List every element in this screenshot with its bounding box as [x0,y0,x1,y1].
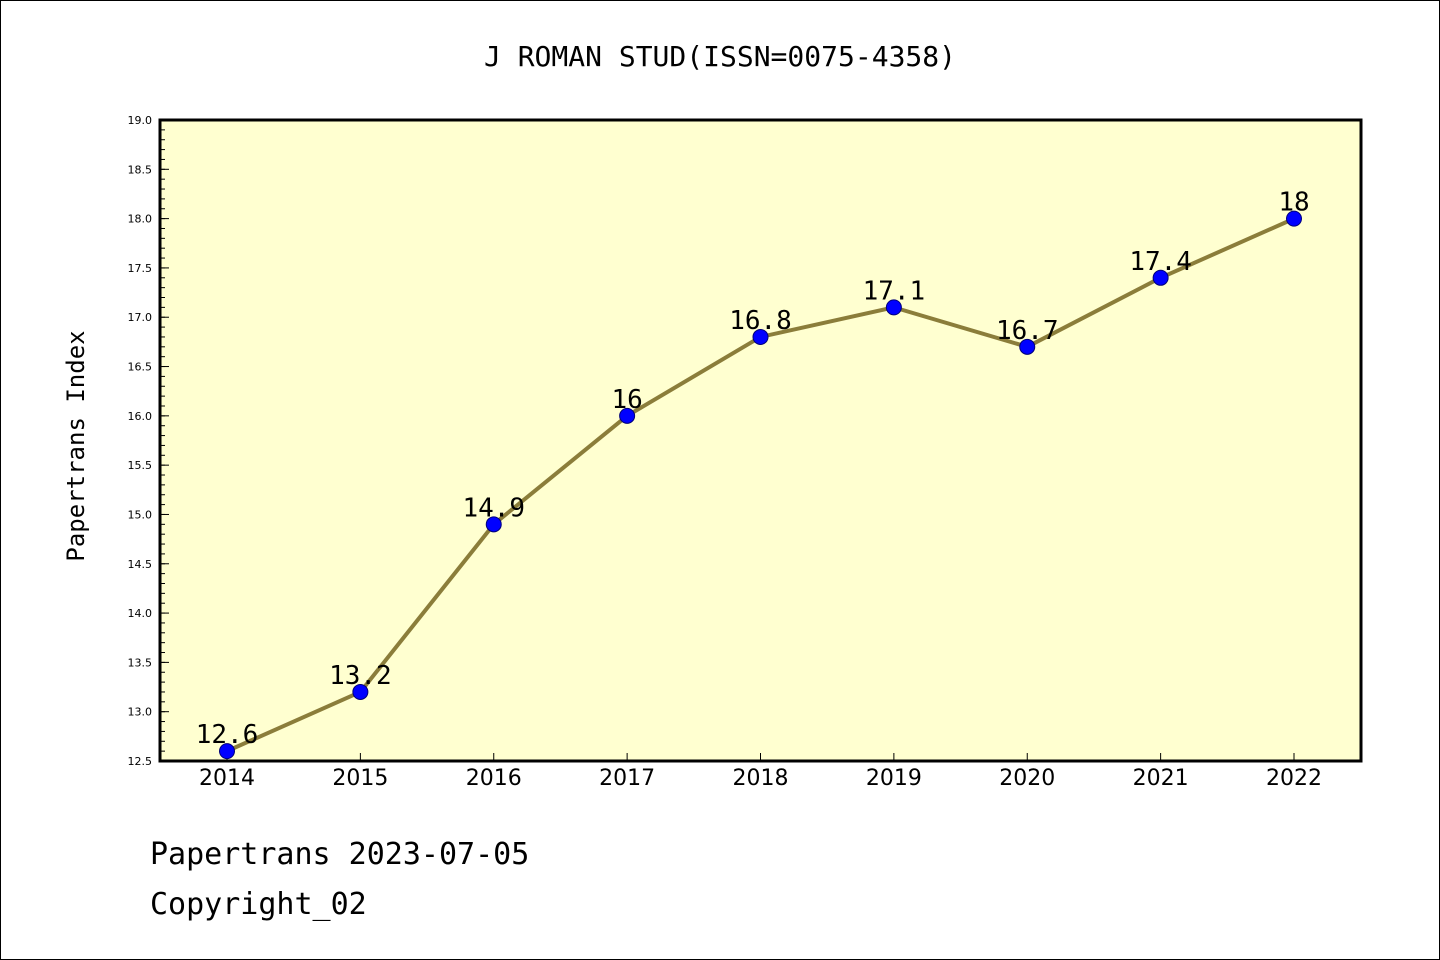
data-point [752,328,769,345]
y-axis-label: Papertrans Index [62,330,90,561]
y-tick-label: 14.0 [128,607,153,620]
y-tick-label: 13.0 [128,706,153,719]
data-point [352,683,369,700]
data-point [1019,338,1036,355]
data-label: 18 [1278,188,1309,218]
chart-title: J ROMAN STUD(ISSN=0075-4358) [484,40,956,73]
data-label: 14.9 [462,493,525,523]
y-axis: 12.5 13.0 13.5 14.0 14.5 15.0 15.5 16.0 16.5 17.0… [128,114,169,768]
series-group: 12.6 13.2 14.9 16 16.8 17.1 16.7 17.4 18 [196,188,1310,760]
data-label: 13.2 [329,661,392,691]
x-tick-label: 2019 [866,766,922,791]
y-tick-label: 15.5 [128,459,153,472]
footer-date: Papertrans 2023-07-05 [150,837,529,872]
footer-copyright: Copyright_02 [150,887,367,922]
y-tick-label: 16.5 [128,361,153,374]
y-tick-label: 18.0 [128,213,153,226]
x-tick-label: 2014 [199,766,255,791]
data-label: 16.7 [996,316,1059,346]
y-tick-label: 17.0 [128,311,153,324]
data-point [885,299,902,316]
data-label: 16.8 [729,306,792,336]
y-tick-label: 14.5 [128,558,153,571]
x-tick-label: 2022 [1266,766,1322,791]
x-tick-label: 2015 [332,766,388,791]
y-tick-label: 17.5 [128,262,153,275]
data-label: 16 [611,385,642,415]
x-tick-label: 2016 [466,766,522,791]
y-tick-label: 19.0 [128,114,153,127]
data-label: 12.6 [196,720,259,750]
x-tick-label: 2017 [599,766,655,791]
x-axis: 2014 2015 2016 2017 2018 2019 2020 2021 2022 [199,753,1322,791]
data-point [619,407,636,424]
data-label: 17.1 [863,276,926,306]
data-point [1286,210,1302,227]
y-tick-label: 18.5 [128,163,153,176]
plot-area [158,118,1363,763]
x-tick-label: 2021 [1133,766,1189,791]
y-tick-label: 16.0 [128,410,153,423]
y-tick-label: 13.5 [128,656,153,669]
y-tick-label: 12.5 [128,755,153,768]
x-tick-label: 2020 [999,766,1055,791]
data-label: 17.4 [1129,247,1192,277]
data-point [485,516,502,533]
data-point [219,743,235,760]
data-point [1152,269,1169,286]
x-tick-label: 2018 [733,766,789,791]
y-tick-label: 15.0 [128,508,153,521]
